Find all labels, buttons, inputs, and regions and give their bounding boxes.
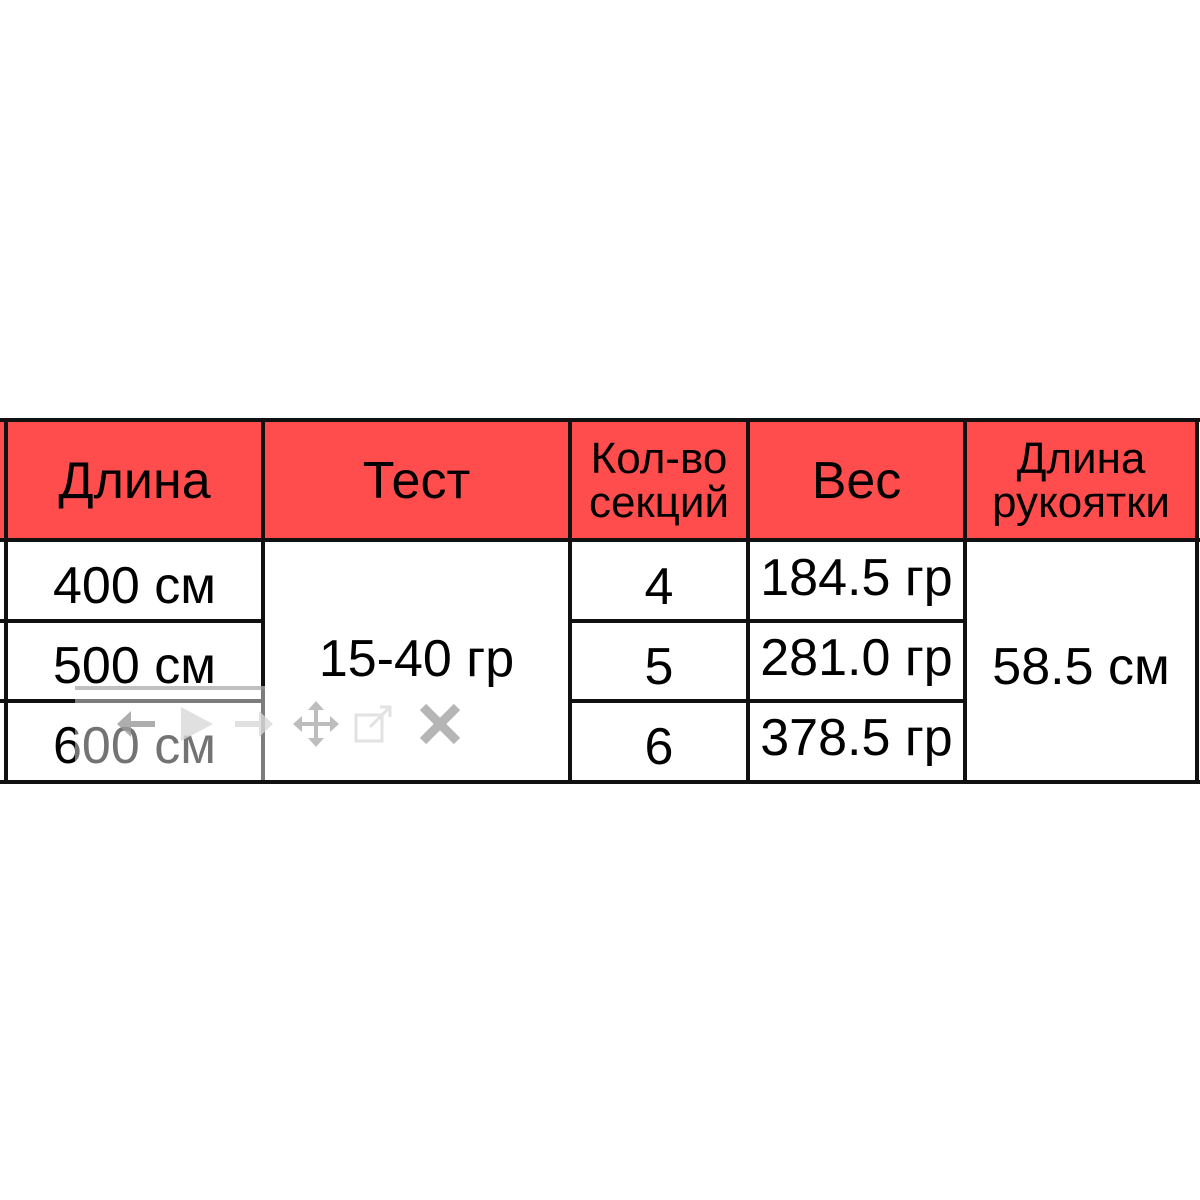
- sections-cell: 6: [570, 702, 748, 782]
- border-col: [746, 418, 750, 784]
- border-top: [0, 418, 1200, 422]
- sections-cell: 5: [570, 622, 748, 702]
- border-col: [261, 418, 265, 784]
- header-partial-cell: [0, 422, 6, 540]
- weight-cell: 184.5 гр: [748, 542, 965, 622]
- close-icon[interactable]: [412, 694, 468, 754]
- sections-cell: 4: [570, 542, 748, 622]
- weight-cell: 281.0 гр: [748, 622, 965, 702]
- border-row: [570, 699, 965, 703]
- play-icon[interactable]: [168, 694, 224, 754]
- border-header-bottom: [0, 538, 1200, 542]
- test-value: 15-40 гр: [318, 630, 515, 688]
- border-bottom: [0, 780, 1200, 784]
- overlay-toolbar-background: [75, 686, 265, 780]
- border-row: [0, 619, 263, 623]
- header-length: Длина: [6, 422, 263, 540]
- length-cell: 500 см: [6, 622, 263, 702]
- header-sections-line1: Кол-во: [590, 434, 728, 483]
- sections-value: 5: [644, 638, 674, 696]
- header-handle-length: Длина рукоятки: [965, 422, 1197, 540]
- sections-value: 4: [644, 558, 674, 616]
- border-row: [0, 699, 263, 703]
- border-col: [963, 418, 967, 784]
- length-cell: 400 см: [6, 542, 263, 622]
- header-handle-line1: Длина: [1016, 434, 1146, 483]
- length-value: 500 см: [53, 637, 216, 695]
- header-handle-line2: рукоятки: [992, 478, 1170, 527]
- border-col: [1195, 418, 1199, 784]
- weight-value: 281.0 гр: [760, 629, 953, 687]
- header-length-label: Длина: [58, 452, 211, 510]
- handle-length-value: 58.5 см: [992, 638, 1170, 696]
- header-sections: Кол-во секций: [570, 422, 748, 540]
- border-col: [568, 418, 572, 784]
- test-cell: 15-40 гр: [263, 542, 570, 782]
- sections-value: 6: [644, 718, 674, 776]
- border-col: [4, 418, 8, 784]
- header-sections-line2: секций: [588, 478, 730, 527]
- weight-value: 184.5 гр: [760, 549, 953, 607]
- weight-cell: 378.5 гр: [748, 702, 965, 782]
- open-external-icon[interactable]: [345, 694, 401, 754]
- weight-value: 378.5 гр: [760, 709, 953, 767]
- header-test: Тест: [263, 422, 570, 540]
- header-weight: Вес: [748, 422, 965, 540]
- border-row: [570, 619, 965, 623]
- arrow-right-icon[interactable]: [226, 694, 282, 754]
- handle-length-cell: 58.5 см: [965, 542, 1197, 782]
- move-icon[interactable]: [288, 694, 344, 754]
- header-test-label: Тест: [362, 452, 471, 510]
- arrow-left-icon[interactable]: [108, 694, 164, 754]
- header-weight-label: Вес: [811, 452, 902, 510]
- length-value: 400 см: [53, 557, 216, 615]
